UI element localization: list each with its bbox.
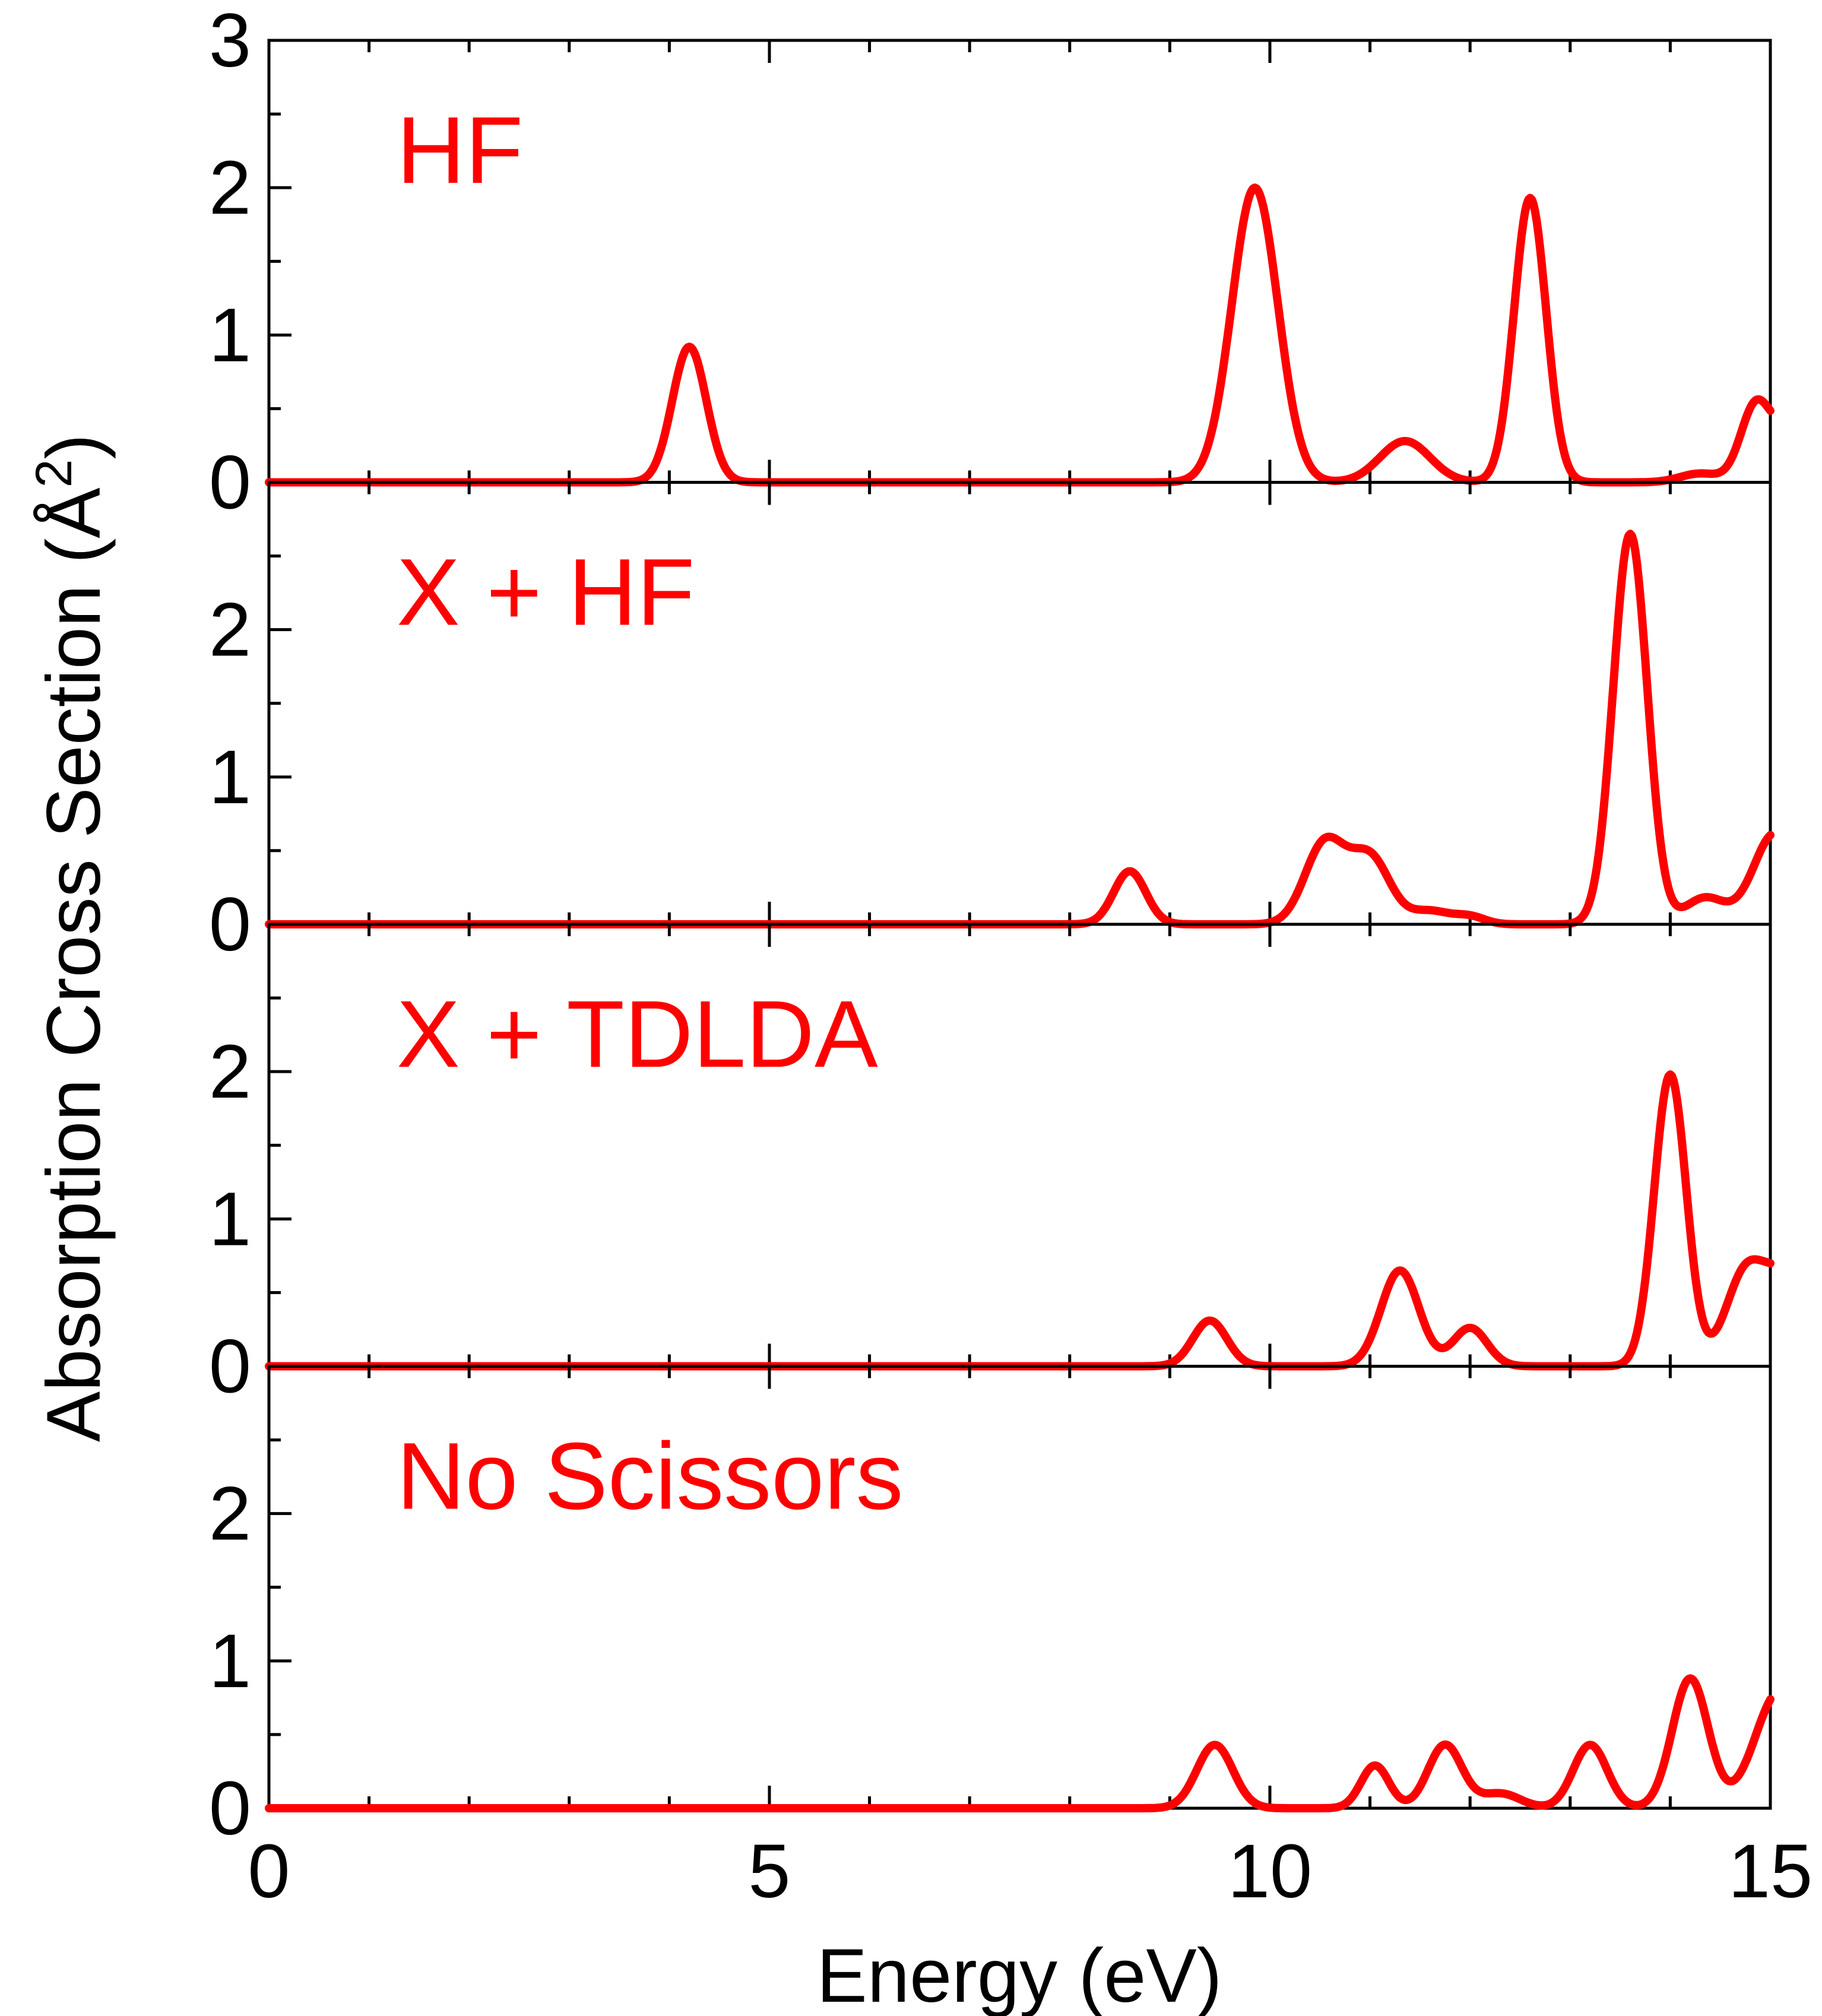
panel-x-hf: 0 1 2 X + HF: [209, 481, 1775, 967]
panel-label-hf: HF: [397, 97, 523, 203]
y-tick-label: 1: [209, 735, 251, 820]
y-tick-label: 3: [209, 0, 251, 83]
y-tick-label: 0: [209, 1324, 251, 1409]
y-axis-label-unit: Å: [31, 487, 116, 538]
panel-label-x-hf: X + HF: [397, 539, 695, 645]
y-axis-label-exponent: 2: [26, 459, 83, 487]
y-axis-label: Absorption Cross Section (Å2): [26, 434, 116, 1442]
panel-x-tdlda: 0 1 2 X + TDLDA: [209, 923, 1775, 1409]
x-tick-label: 0: [248, 1829, 290, 1914]
panels-layer: 0 1 2 3 HF 0 1 2 X + HF 0 1 2 X + TDLDA 0 1 2 No Scissor…: [209, 0, 1775, 1851]
y-tick-label: 2: [209, 588, 251, 673]
y-tick-label: 1: [209, 293, 251, 378]
panel-hf: 0 1 2 3 HF: [209, 0, 1775, 525]
panel-no-scissors: 0 1 2 No Scissors: [209, 1365, 1775, 1851]
series-line-hf: [265, 183, 1775, 487]
y-tick-label: 2: [209, 145, 251, 230]
panel-label-no-scissors: No Scissors: [397, 1423, 904, 1529]
series-line-no-scissors: [265, 1674, 1775, 1812]
y-tick-label: 1: [209, 1619, 251, 1704]
y-axis-label-close: ): [31, 434, 116, 459]
series-line-x-tdlda: [265, 1070, 1775, 1371]
x-axis-label: Energy (eV): [817, 1933, 1222, 2016]
y-tick-label: 0: [209, 440, 251, 525]
y-tick-label: 1: [209, 1177, 251, 1261]
y-axis-label-main: Absorption Cross Section (: [31, 538, 116, 1442]
x-tick-label: 15: [1728, 1829, 1813, 1914]
x-axis: 0 5 10 15: [248, 1829, 1813, 1914]
x-tick-label: 10: [1228, 1829, 1312, 1914]
y-tick-label: 2: [209, 1029, 251, 1114]
y-tick-label: 2: [209, 1472, 251, 1557]
panel-label-x-tdlda: X + TDLDA: [397, 981, 878, 1087]
y-tick-label: 0: [209, 1766, 251, 1851]
x-tick-label: 5: [748, 1829, 790, 1914]
y-tick-label: 0: [209, 882, 251, 967]
